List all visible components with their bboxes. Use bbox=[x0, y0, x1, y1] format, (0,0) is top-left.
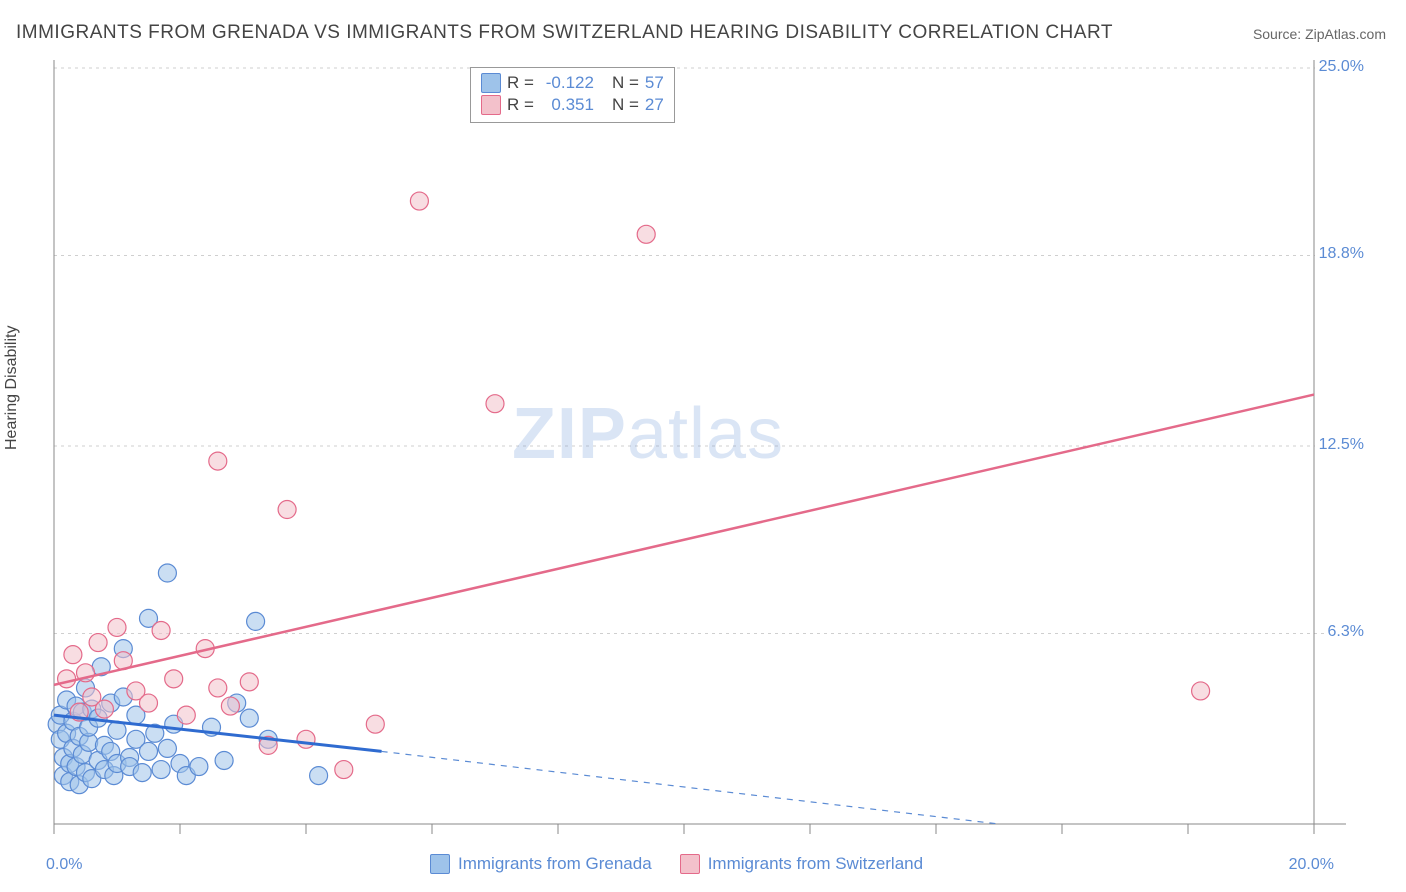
x-min-label: 0.0% bbox=[46, 856, 82, 874]
x-max-label: 20.0% bbox=[1289, 856, 1334, 874]
series-legend: Immigrants from Grenada Immigrants from … bbox=[430, 854, 923, 874]
chart-title: IMMIGRANTS FROM GRENADA VS IMMIGRANTS FR… bbox=[16, 22, 1113, 44]
y-tick-label: 25.0% bbox=[1315, 58, 1368, 76]
n-value-switzerland: 27 bbox=[645, 94, 664, 116]
swatch-switzerland bbox=[481, 95, 501, 115]
y-axis-label: Hearing Disability bbox=[3, 326, 21, 451]
r-value-switzerland: 0.351 bbox=[540, 94, 594, 116]
y-tick-label: 6.3% bbox=[1324, 623, 1368, 641]
chart-container: IMMIGRANTS FROM GRENADA VS IMMIGRANTS FR… bbox=[0, 0, 1406, 892]
plot-svg bbox=[50, 60, 1350, 840]
swatch-switzerland-icon bbox=[680, 854, 700, 874]
legend-item-switzerland: Immigrants from Switzerland bbox=[680, 854, 923, 874]
legend-row-grenada: R = -0.122 N = 57 bbox=[481, 72, 664, 94]
r-value-grenada: -0.122 bbox=[540, 72, 594, 94]
swatch-grenada bbox=[481, 73, 501, 93]
swatch-grenada-icon bbox=[430, 854, 450, 874]
n-value-grenada: 57 bbox=[645, 72, 664, 94]
y-tick-label: 12.5% bbox=[1315, 436, 1368, 454]
correlation-legend: R = -0.122 N = 57 R = 0.351 N = 27 bbox=[470, 67, 675, 123]
y-tick-label: 18.8% bbox=[1315, 245, 1368, 263]
legend-item-grenada: Immigrants from Grenada bbox=[430, 854, 652, 874]
plot-area: ZIPatlas R = -0.122 N = 57 R = 0.351 N =… bbox=[50, 60, 1350, 840]
legend-row-switzerland: R = 0.351 N = 27 bbox=[481, 94, 664, 116]
source-label: Source: ZipAtlas.com bbox=[1253, 26, 1386, 42]
